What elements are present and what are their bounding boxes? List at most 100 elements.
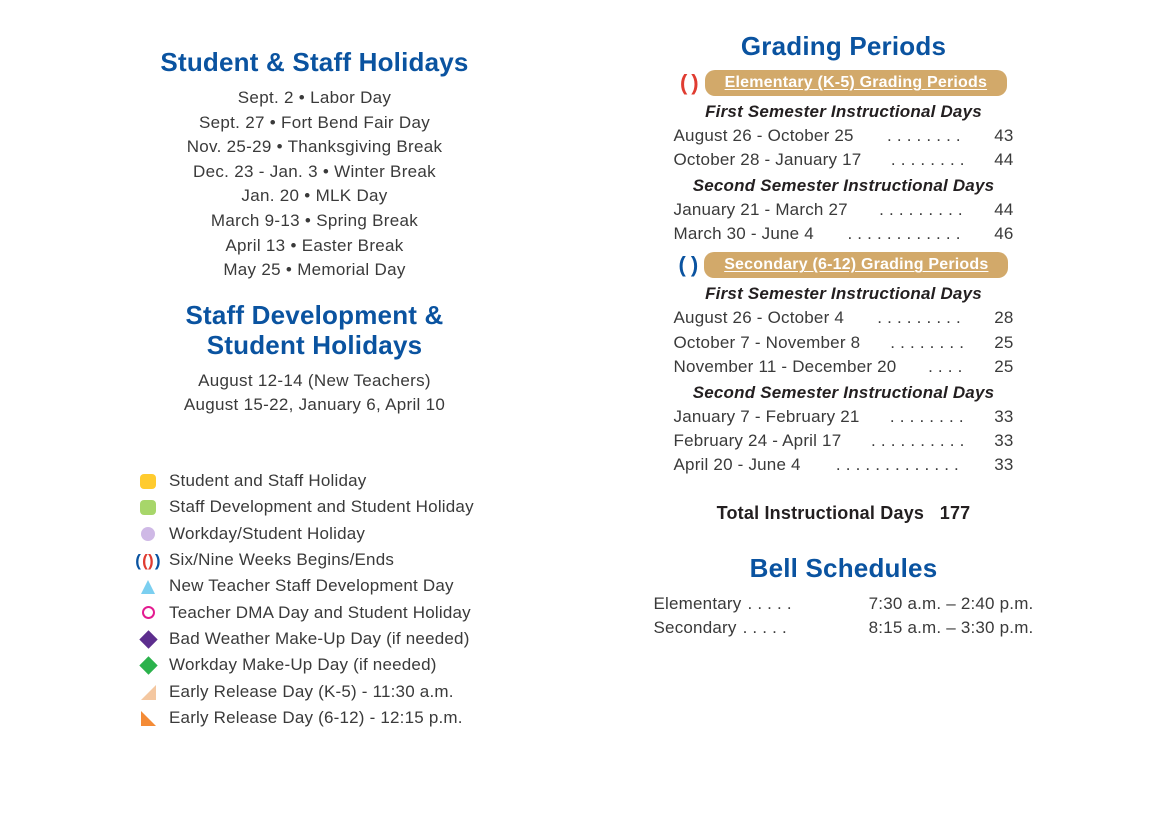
left-column: Student & Staff Holidays Sept. 2 • Labor…: [40, 30, 579, 782]
legend-label: Bad Weather Make-Up Day (if needed): [169, 626, 470, 652]
parens-icon: (()): [135, 552, 161, 569]
sec-sem2-block: January 7 - February 21 . . . . . . . .3…: [674, 405, 1014, 477]
period-range: August 26 - October 25: [674, 124, 854, 148]
period-dots: . . . .: [896, 355, 994, 379]
staffdev-line: August 12-14 (New Teachers): [80, 369, 549, 394]
di-green-icon: [135, 659, 161, 672]
grading-period-row: April 20 - June 4 . . . . . . . . . . . …: [674, 453, 1014, 477]
period-days: 28: [994, 306, 1013, 330]
legend-label: Workday/Student Holiday: [169, 521, 365, 547]
bell-label: Secondary: [654, 616, 737, 640]
period-dots: . . . . . . . .: [860, 331, 994, 355]
legend-row: New Teacher Staff Development Day: [135, 573, 549, 599]
elem-sem1-heading: First Semester Instructional Days: [609, 102, 1078, 122]
legend-row: Early Release Day (K-5) - 11:30 a.m.: [135, 679, 549, 705]
sq-green-icon: [135, 500, 161, 515]
grading-period-row: August 26 - October 25 . . . . . . . .43: [674, 124, 1014, 148]
period-dots: . . . . . . . . .: [848, 198, 994, 222]
elem-sem2-block: January 21 - March 27 . . . . . . . . .4…: [674, 198, 1014, 246]
elementary-pill: Elementary (K-5) Grading Periods: [705, 70, 1007, 96]
period-range: August 26 - October 4: [674, 306, 845, 330]
parens-icon: (): [680, 72, 699, 94]
legend-label: Teacher DMA Day and Student Holiday: [169, 600, 471, 626]
sec-sem1-heading: First Semester Instructional Days: [609, 284, 1078, 304]
secondary-pill: Secondary (6-12) Grading Periods: [704, 252, 1008, 278]
tri-bl-icon: [135, 711, 161, 726]
holiday-item: Sept. 27 • Fort Bend Fair Day: [80, 111, 549, 136]
period-range: October 7 - November 8: [674, 331, 861, 355]
legend-label: New Teacher Staff Development Day: [169, 573, 454, 599]
period-days: 25: [994, 355, 1013, 379]
holidays-heading: Student & Staff Holidays: [80, 48, 549, 78]
legend-row: Bad Weather Make-Up Day (if needed): [135, 626, 549, 652]
legend-row: Staff Development and Student Holiday: [135, 494, 549, 520]
sec-sem1-block: August 26 - October 4 . . . . . . . . .2…: [674, 306, 1014, 378]
staffdev-heading: Staff Development & Student Holidays: [80, 301, 549, 361]
tri-up-icon: [135, 580, 161, 594]
bell-schedule: Elementary . . . . . 7:30 a.m. – 2:40 p.…: [654, 592, 1034, 640]
period-range: October 28 - January 17: [674, 148, 862, 172]
staffdev-line: August 15-22, January 6, April 10: [80, 393, 549, 418]
period-range: January 21 - March 27: [674, 198, 848, 222]
holiday-item: Jan. 20 • MLK Day: [80, 184, 549, 209]
holiday-item: April 13 • Easter Break: [80, 234, 549, 259]
di-purple-icon: [135, 633, 161, 646]
period-days: 46: [994, 222, 1013, 246]
bell-time: 8:15 a.m. – 3:30 p.m.: [793, 616, 1034, 640]
grading-period-row: August 26 - October 4 . . . . . . . . .2…: [674, 306, 1014, 330]
legend: Student and Staff HolidayStaff Developme…: [135, 468, 549, 731]
legend-label: Early Release Day (K-5) - 11:30 a.m.: [169, 679, 454, 705]
grading-heading: Grading Periods: [609, 32, 1078, 62]
total-instructional-days: Total Instructional Days 177: [609, 503, 1078, 524]
holiday-item: Nov. 25-29 • Thanksgiving Break: [80, 135, 549, 160]
grading-period-row: January 7 - February 21 . . . . . . . .3…: [674, 405, 1014, 429]
secondary-pill-row: () Secondary (6-12) Grading Periods: [609, 252, 1078, 278]
grading-period-row: October 28 - January 17. . . . . . . .44: [674, 148, 1014, 172]
bell-row: Elementary . . . . . 7:30 a.m. – 2:40 p.…: [654, 592, 1034, 616]
dot-lav-icon: [135, 527, 161, 541]
legend-row: Early Release Day (6-12) - 12:15 p.m.: [135, 705, 549, 731]
period-dots: . . . . . . . . . . . . .: [801, 453, 994, 477]
period-range: February 24 - April 17: [674, 429, 842, 453]
staffdev-lines: August 12-14 (New Teachers) August 15-22…: [80, 369, 549, 418]
period-days: 33: [994, 453, 1013, 477]
period-range: January 7 - February 21: [674, 405, 860, 429]
holidays-list: Sept. 2 • Labor DaySept. 27 • Fort Bend …: [80, 86, 549, 283]
period-days: 25: [994, 331, 1013, 355]
elementary-pill-row: () Elementary (K-5) Grading Periods: [609, 70, 1078, 96]
period-dots: . . . . . . . .: [861, 148, 994, 172]
sec-sem2-heading: Second Semester Instructional Days: [609, 383, 1078, 403]
period-dots: . . . . . . . .: [860, 405, 995, 429]
period-days: 43: [994, 124, 1013, 148]
period-days: 33: [994, 405, 1013, 429]
period-days: 33: [994, 429, 1013, 453]
period-days: 44: [994, 148, 1013, 172]
period-range: April 20 - June 4: [674, 453, 801, 477]
right-column: Grading Periods () Elementary (K-5) Grad…: [579, 30, 1118, 782]
period-range: March 30 - June 4: [674, 222, 814, 246]
bell-label: Elementary: [654, 592, 742, 616]
legend-row: Workday Make-Up Day (if needed): [135, 652, 549, 678]
grading-period-row: November 11 - December 20 . . . .25: [674, 355, 1014, 379]
legend-row: (()) Six/Nine Weeks Begins/Ends: [135, 547, 549, 573]
period-range: November 11 - December 20: [674, 355, 897, 379]
bell-time: 7:30 a.m. – 2:40 p.m.: [798, 592, 1034, 616]
holiday-item: Dec. 23 - Jan. 3 • Winter Break: [80, 160, 549, 185]
legend-label: Workday Make-Up Day (if needed): [169, 652, 437, 678]
bell-dots: . . . . .: [737, 616, 793, 640]
total-value: 177: [940, 503, 971, 523]
bell-row: Secondary . . . . . 8:15 a.m. – 3:30 p.m…: [654, 616, 1034, 640]
grading-period-row: January 21 - March 27 . . . . . . . . .4…: [674, 198, 1014, 222]
period-dots: . . . . . . . .: [854, 124, 995, 148]
grading-period-row: March 30 - June 4 . . . . . . . . . . . …: [674, 222, 1014, 246]
bells-heading: Bell Schedules: [609, 554, 1078, 584]
legend-label: Staff Development and Student Holiday: [169, 494, 474, 520]
period-dots: . . . . . . . . . .: [841, 429, 994, 453]
legend-row: Workday/Student Holiday: [135, 521, 549, 547]
grading-period-row: February 24 - April 17. . . . . . . . . …: [674, 429, 1014, 453]
holiday-item: Sept. 2 • Labor Day: [80, 86, 549, 111]
elem-sem1-block: August 26 - October 25 . . . . . . . .43…: [674, 124, 1014, 172]
holiday-item: March 9-13 • Spring Break: [80, 209, 549, 234]
legend-label: Six/Nine Weeks Begins/Ends: [169, 547, 394, 573]
sq-yellow-icon: [135, 474, 161, 489]
